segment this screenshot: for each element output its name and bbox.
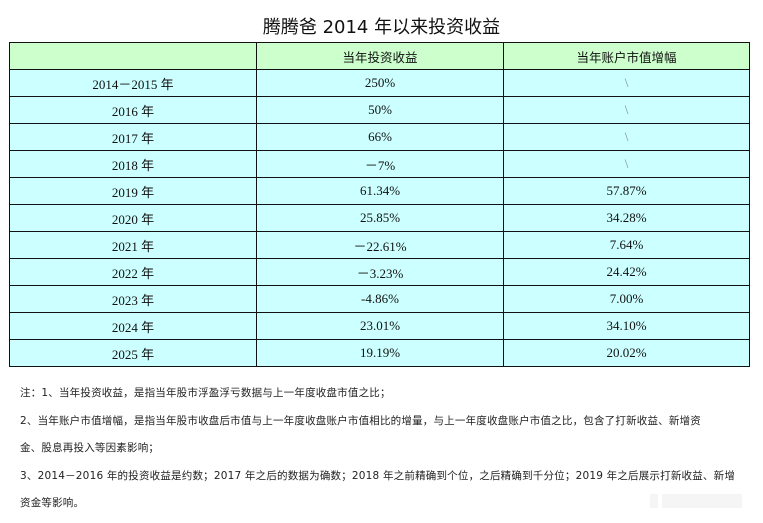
cell-investment-return: 19.19% — [256, 339, 504, 367]
cell-year: 2019 年 — [9, 177, 257, 205]
table-row: 2018 年 －7% \ — [9, 150, 750, 178]
cell-investment-return: 66% — [256, 123, 504, 151]
cell-year: 2018 年 — [9, 150, 257, 178]
footnotes: 注：1、当年投资收益，是指当年股市浮盈浮亏数据与上一年度收盘市值之比； 2、当年… — [20, 380, 750, 518]
note-line-1: 注：1、当年投资收益，是指当年股市浮盈浮亏数据与上一年度收盘市值之比； — [20, 387, 391, 399]
table-row: 2017 年 66% \ — [9, 123, 750, 151]
table-row: 2025 年 19.19% 20.02% — [9, 339, 750, 367]
table-row: 2022 年 －3.23% 24.42% — [9, 258, 750, 286]
table-row: 2014－2015 年 250% \ — [9, 69, 750, 97]
cell-investment-return: 23.01% — [256, 312, 504, 340]
cell-investment-return: 50% — [256, 96, 504, 124]
cell-investment-return: 250% — [256, 69, 504, 97]
investment-returns-table: 当年投资收益 当年账户市值增幅 2014－2015 年 250% \ 2016 … — [9, 42, 750, 367]
cell-account-growth: \ — [503, 96, 750, 124]
cell-year: 2022 年 — [9, 258, 257, 286]
cell-investment-return: －22.61% — [256, 231, 504, 259]
cell-year: 2016 年 — [9, 96, 257, 124]
cell-account-growth: 24.42% — [503, 258, 750, 286]
table-row: 2023 年 -4.86% 7.00% — [9, 285, 750, 313]
note-line-2-continued: 金、股息再投入等因素影响； — [20, 442, 160, 454]
note-line-3: 3、2014－2016 年的投资收益是约数；2017 年之后的数据为确数；201… — [20, 469, 736, 482]
cell-year: 2024 年 — [9, 312, 257, 340]
cell-investment-return: －3.23% — [256, 258, 504, 286]
cell-account-growth: \ — [503, 150, 750, 178]
note-line-3-continued: 资金等影响。 — [20, 497, 85, 509]
watermark-logo-icon — [650, 492, 745, 510]
header-investment-return: 当年投资收益 — [256, 42, 504, 70]
cell-year: 2017 年 — [9, 123, 257, 151]
header-account-growth: 当年账户市值增幅 — [503, 42, 750, 70]
cell-account-growth: \ — [503, 69, 750, 97]
cell-account-growth: 7.00% — [503, 285, 750, 313]
table-row: 2016 年 50% \ — [9, 96, 750, 124]
cell-year: 2025 年 — [9, 339, 257, 367]
cell-investment-return: 25.85% — [256, 204, 504, 232]
page-title: 腾腾爸 2014 年以来投资收益 — [262, 17, 501, 38]
cell-year: 2020 年 — [9, 204, 257, 232]
cell-account-growth: \ — [503, 123, 750, 151]
cell-year: 2014－2015 年 — [9, 69, 257, 97]
table-row: 2024 年 23.01% 34.10% — [9, 312, 750, 340]
table-row: 2020 年 25.85% 34.28% — [9, 204, 750, 232]
table-row: 2019 年 61.34% 57.87% — [9, 177, 750, 205]
table-row: 2021 年 －22.61% 7.64% — [9, 231, 750, 259]
cell-year: 2023 年 — [9, 285, 257, 313]
header-year — [9, 42, 257, 70]
cell-account-growth: 34.28% — [503, 204, 750, 232]
cell-account-growth: 7.64% — [503, 231, 750, 259]
cell-account-growth: 57.87% — [503, 177, 750, 205]
cell-investment-return: －7% — [256, 150, 504, 178]
cell-year: 2021 年 — [9, 231, 257, 259]
table-header-row: 当年投资收益 当年账户市值增幅 — [9, 42, 750, 70]
cell-account-growth: 34.10% — [503, 312, 750, 340]
cell-investment-return: -4.86% — [256, 285, 504, 313]
cell-investment-return: 61.34% — [256, 177, 504, 205]
cell-account-growth: 20.02% — [503, 339, 750, 367]
note-line-2: 2、当年账户市值增幅，是指当年股市收盘后市值与上一年度收盘账户市值相比的增量，与… — [20, 414, 701, 427]
